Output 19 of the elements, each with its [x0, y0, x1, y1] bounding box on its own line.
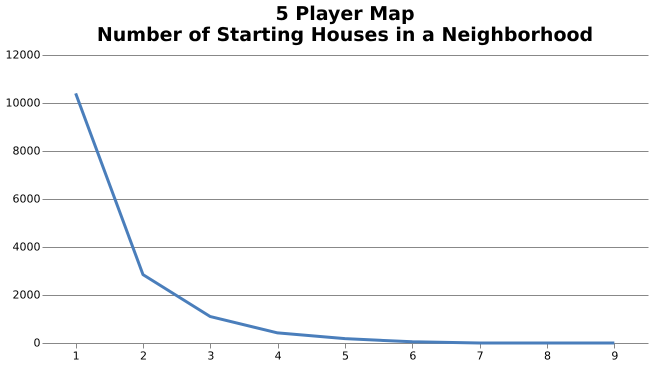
- x-tick-label: 1: [72, 350, 80, 362]
- x-tick-label: 7: [476, 350, 484, 362]
- x-tick-label: 3: [207, 350, 214, 362]
- y-tick-label: 2000: [12, 288, 40, 302]
- y-tick-label: 8000: [12, 144, 40, 158]
- text: 5 Player Map: [275, 3, 415, 25]
- line-series: [74, 92, 616, 344]
- y-tick-label: 6000: [12, 192, 40, 206]
- text: Number of Starting Houses in a Neighborhood: [96, 24, 594, 46]
- y-tick-label: 4000: [12, 240, 40, 254]
- x-tick-label: 6: [409, 350, 416, 362]
- x-tick-label: 8: [544, 350, 551, 362]
- x-tick-label: 4: [274, 350, 282, 362]
- y-tick-label: 12000: [6, 48, 40, 62]
- x-tick-label: 9: [611, 350, 618, 362]
- x-tick-label: 5: [342, 350, 349, 362]
- x-tick-label: 2: [140, 350, 147, 362]
- y-tick-label: 10000: [6, 96, 40, 110]
- y-tick-label: 0: [34, 336, 40, 350]
